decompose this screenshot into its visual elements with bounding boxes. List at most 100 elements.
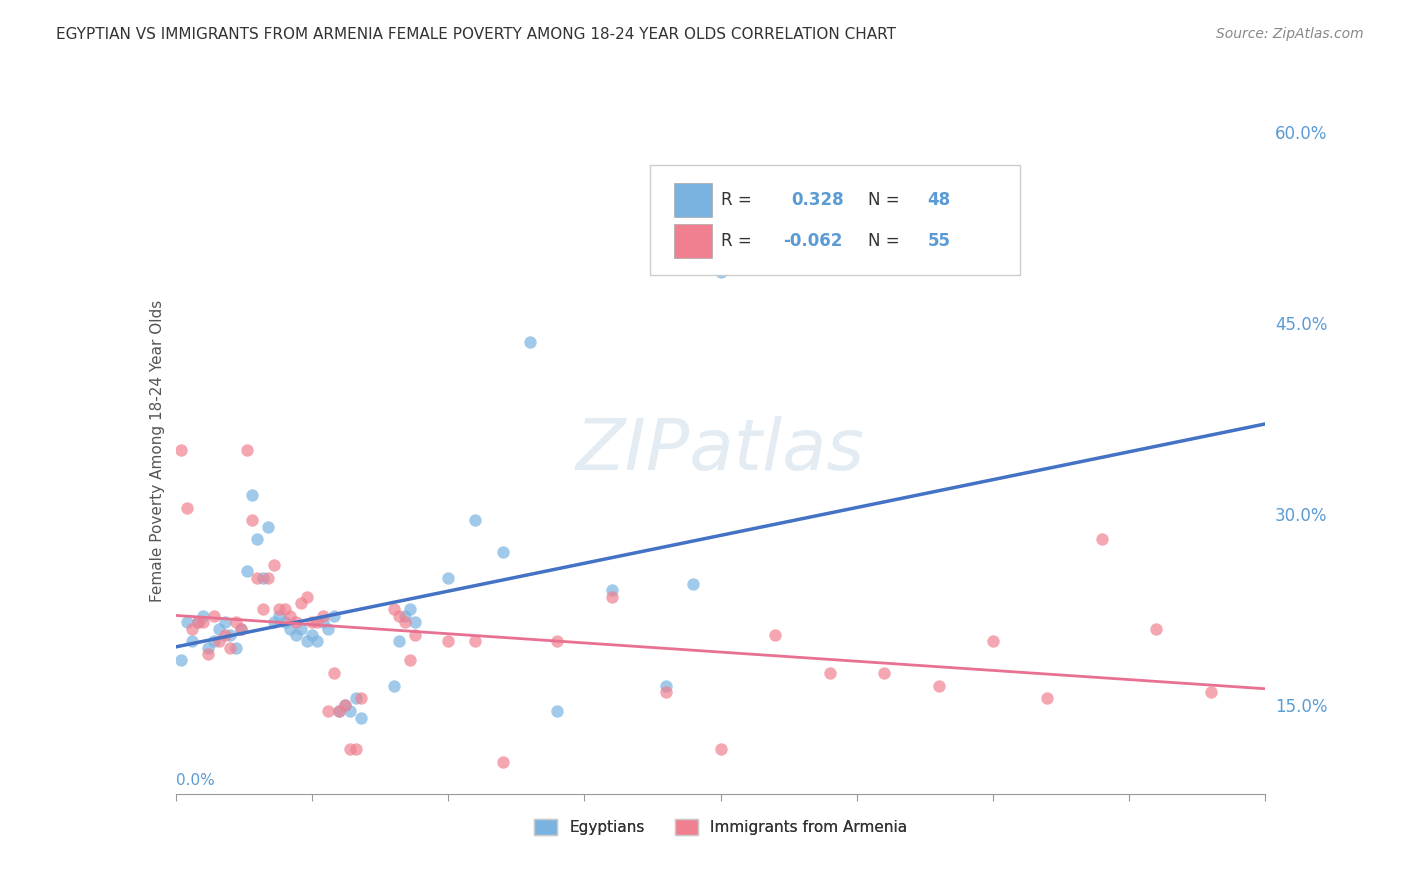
Point [818, 666, 841, 681]
Point [176, 500, 198, 515]
Text: Source: ZipAtlas.com: Source: ZipAtlas.com [1216, 27, 1364, 41]
Point [399, 653, 422, 667]
Point [284, 615, 307, 630]
Point [333, 698, 356, 712]
Point [278, 622, 301, 636]
FancyBboxPatch shape [673, 224, 711, 258]
Point [655, 685, 678, 699]
Point [873, 666, 896, 681]
Point [405, 615, 427, 630]
Point [655, 679, 678, 693]
Point [464, 513, 486, 527]
Point [763, 628, 786, 642]
FancyBboxPatch shape [673, 183, 711, 217]
Point [225, 640, 247, 655]
Point [181, 634, 204, 648]
Point [312, 615, 335, 630]
Point [710, 742, 733, 756]
Point [231, 622, 253, 636]
Point [191, 608, 214, 623]
Text: 48: 48 [928, 191, 950, 209]
Point [322, 608, 344, 623]
Point [208, 622, 231, 636]
Point [437, 571, 460, 585]
Point [492, 545, 515, 559]
Text: 0.328: 0.328 [792, 191, 844, 209]
Point [399, 602, 422, 616]
Point [981, 634, 1004, 648]
Point [318, 704, 340, 718]
Point [301, 615, 323, 630]
Legend: Egyptians, Immigrants from Armenia: Egyptians, Immigrants from Armenia [527, 813, 914, 841]
Point [328, 704, 350, 718]
Text: N =: N = [868, 191, 900, 209]
Point [928, 679, 950, 693]
Point [240, 488, 263, 502]
Point [295, 590, 318, 604]
Point [197, 640, 219, 655]
Point [246, 533, 269, 547]
Point [257, 571, 280, 585]
Point [682, 577, 704, 591]
Point [235, 443, 257, 458]
Point [284, 628, 307, 642]
Point [1199, 685, 1222, 699]
Point [252, 602, 274, 616]
Point [600, 583, 623, 598]
Point [1036, 691, 1059, 706]
Point [186, 615, 209, 630]
Point [191, 615, 214, 630]
Point [219, 628, 242, 642]
Point [202, 608, 225, 623]
Point [394, 615, 416, 630]
Point [339, 704, 361, 718]
Point [1091, 533, 1114, 547]
Point [208, 634, 231, 648]
Point [278, 608, 301, 623]
Point [519, 335, 541, 350]
Text: -0.062: -0.062 [783, 232, 842, 250]
Point [246, 571, 269, 585]
Point [546, 634, 568, 648]
Text: R =: R = [721, 191, 751, 209]
Point [235, 564, 257, 578]
Point [382, 679, 405, 693]
Text: R =: R = [721, 232, 751, 250]
Point [252, 571, 274, 585]
Point [344, 742, 367, 756]
Point [202, 634, 225, 648]
Point [295, 634, 318, 648]
Point [263, 615, 285, 630]
Point [312, 608, 335, 623]
Point [394, 608, 416, 623]
Point [170, 443, 193, 458]
Point [350, 691, 373, 706]
Point [301, 628, 323, 642]
Point [274, 615, 297, 630]
Point [710, 265, 733, 279]
Y-axis label: Female Poverty Among 18-24 Year Olds: Female Poverty Among 18-24 Year Olds [149, 300, 165, 601]
Point [257, 520, 280, 534]
FancyBboxPatch shape [650, 165, 1021, 276]
Point [263, 558, 285, 572]
Point [382, 602, 405, 616]
Point [219, 640, 242, 655]
Point [269, 602, 291, 616]
Point [231, 622, 253, 636]
Point [197, 647, 219, 661]
Point [339, 742, 361, 756]
Point [388, 634, 411, 648]
Text: 55: 55 [928, 232, 950, 250]
Point [225, 615, 247, 630]
Point [405, 628, 427, 642]
Point [328, 704, 350, 718]
Text: N =: N = [868, 232, 900, 250]
Point [290, 622, 312, 636]
Point [307, 634, 329, 648]
Text: ZIPatlas: ZIPatlas [576, 416, 865, 485]
Point [492, 755, 515, 769]
Point [344, 691, 367, 706]
Point [176, 615, 198, 630]
Point [274, 602, 297, 616]
Text: EGYPTIAN VS IMMIGRANTS FROM ARMENIA FEMALE POVERTY AMONG 18-24 YEAR OLDS CORRELA: EGYPTIAN VS IMMIGRANTS FROM ARMENIA FEMA… [56, 27, 896, 42]
